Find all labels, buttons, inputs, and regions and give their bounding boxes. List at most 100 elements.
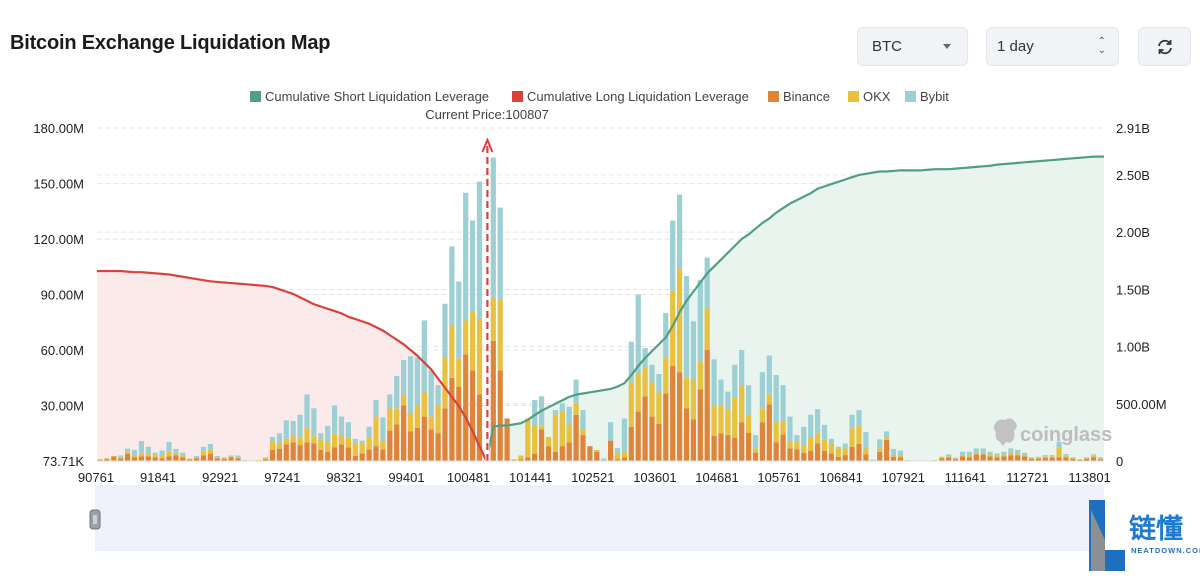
bar-okx (553, 415, 558, 452)
bar-bybit (656, 374, 661, 393)
bar-binance (580, 435, 585, 461)
bar-okx (781, 421, 786, 435)
bar-bybit (732, 365, 737, 398)
bar-binance (677, 372, 682, 461)
bar-bybit (836, 447, 841, 449)
x-tick-label: 102521 (571, 470, 614, 485)
bar-bybit (781, 385, 786, 421)
bar-binance (325, 452, 330, 461)
bar-binance (463, 354, 468, 461)
bar-okx (1029, 458, 1034, 459)
legend-label: Cumulative Short Liquidation Leverage (265, 89, 489, 104)
bar-bybit (753, 435, 758, 448)
bar-okx (1091, 456, 1096, 457)
bar-bybit (1050, 455, 1055, 456)
bar-bybit (1022, 453, 1027, 455)
bar-okx (994, 455, 999, 457)
bar-okx (615, 454, 620, 460)
x-tick-label: 90761 (78, 470, 114, 485)
bar-bybit (994, 453, 999, 455)
bar-binance (173, 455, 178, 461)
bar-okx (884, 437, 889, 440)
bar-binance (781, 434, 786, 461)
bar-okx (767, 394, 772, 404)
bar-bybit (746, 385, 751, 416)
bar-okx (891, 455, 896, 457)
bar-bybit (235, 455, 240, 457)
bar-okx (546, 437, 551, 446)
bar-bybit (367, 427, 372, 438)
bar-binance (318, 450, 323, 461)
bar-okx (1084, 458, 1089, 459)
bar-okx (477, 319, 482, 395)
bar-bybit (1029, 457, 1034, 458)
bar-binance (560, 446, 565, 461)
bar-okx (442, 357, 447, 408)
bar-binance (422, 417, 427, 461)
navigator-track[interactable] (95, 485, 1104, 551)
bar-okx (111, 456, 116, 457)
bar-binance (470, 370, 475, 461)
bar-okx (373, 417, 378, 447)
bar-okx (863, 448, 868, 454)
bar-bybit (760, 372, 765, 408)
bar-bybit (1036, 457, 1041, 458)
x-tick-label: 112721 (1006, 470, 1048, 485)
bar-bybit (739, 350, 744, 385)
bar-bybit (304, 394, 309, 428)
bar-okx (222, 458, 227, 459)
navigator-handle[interactable] (90, 510, 100, 529)
bar-binance (643, 396, 648, 461)
bar-okx (449, 325, 454, 378)
bar-binance (1063, 457, 1068, 461)
bar-okx (684, 378, 689, 409)
bar-bybit (1063, 454, 1068, 456)
bar-okx (567, 424, 572, 442)
bar-bybit (843, 443, 848, 448)
bar-bybit (829, 439, 834, 444)
bar-bybit (712, 359, 717, 406)
bar-binance (353, 456, 358, 461)
bar-bybit (856, 410, 861, 426)
bar-binance (574, 415, 579, 461)
bar-bybit (311, 408, 316, 436)
zoom-navigator[interactable] (90, 485, 1104, 551)
bar-okx (498, 300, 503, 370)
bar-binance (877, 452, 882, 461)
x-tick-label: 91841 (140, 470, 176, 485)
bar-okx (718, 406, 723, 433)
bar-binance (539, 430, 544, 461)
bar-binance (718, 433, 723, 461)
bar-bybit (822, 425, 827, 440)
bar-okx (1015, 454, 1020, 456)
bar-binance (705, 350, 710, 461)
bar-binance (346, 447, 351, 461)
bar-binance (863, 454, 868, 461)
bar-bybit (649, 365, 654, 383)
legend-swatch-0 (250, 91, 261, 102)
bar-okx (97, 459, 102, 460)
bar-binance (408, 431, 413, 461)
bar-okx (760, 408, 765, 422)
bar-binance (815, 443, 820, 461)
bar-binance (429, 430, 434, 461)
bar-okx (836, 448, 841, 456)
x-tick-label: 99401 (388, 470, 424, 485)
bar-okx (580, 430, 585, 435)
bar-binance (270, 450, 275, 461)
bar-binance (153, 457, 158, 461)
legend-label: OKX (863, 89, 891, 104)
bar-bybit (794, 435, 799, 441)
bar-binance (125, 454, 130, 461)
bar-bybit (1070, 457, 1075, 458)
x-tick-label: 104681 (695, 470, 738, 485)
bar-okx (1063, 456, 1068, 457)
bar-bybit (677, 195, 682, 269)
x-tick-label: 101441 (509, 470, 552, 485)
x-tick-label: 107921 (882, 470, 925, 485)
bar-bybit (339, 417, 344, 436)
bar-bybit (718, 380, 723, 406)
y-left-tick-label: 60.00M (41, 343, 84, 358)
bar-bybit (346, 422, 351, 438)
bar-okx (470, 311, 475, 370)
